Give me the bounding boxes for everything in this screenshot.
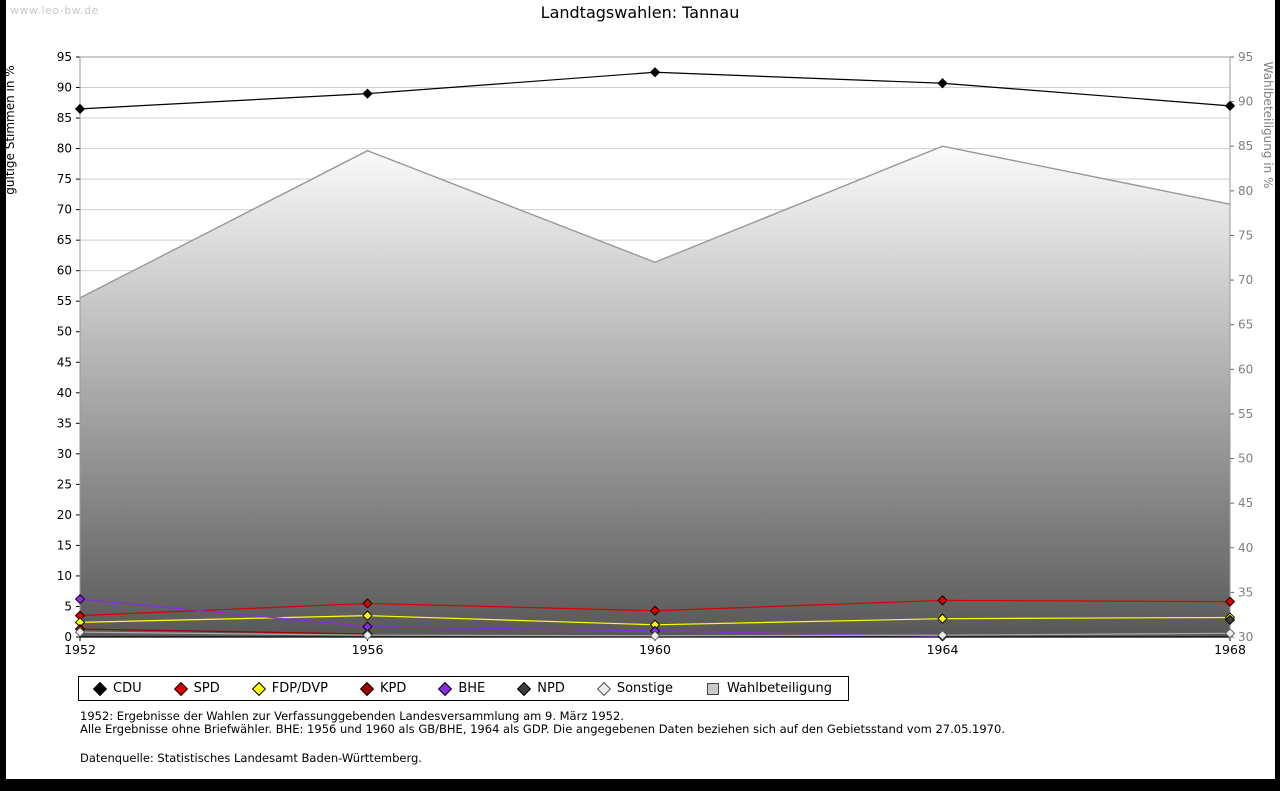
legend-item-fdp-dvp: FDP/DVP	[251, 681, 328, 696]
chart-title: Landtagswahlen: Tannau	[540, 3, 740, 22]
footnotes: 1952: Ergebnisse der Wahlen zur Verfassu…	[80, 710, 1005, 765]
svg-text:20: 20	[57, 508, 72, 522]
left-axis: 0 5 10 15 20 25 30 35 40 45 50 55 60 65 70 75 80 85 90 95	[57, 50, 80, 644]
svg-text:60: 60	[1238, 362, 1253, 376]
legend-item-sonstige: Sonstige	[596, 681, 674, 696]
svg-text:1964: 1964	[927, 642, 959, 657]
svg-text:40: 40	[57, 386, 72, 400]
svg-text:1952: 1952	[64, 642, 96, 657]
right-axis: 30 35 40 45 50 55 60 65 70 75 80 85 90 95	[1230, 50, 1253, 644]
legend-square-marker-icon	[707, 682, 720, 695]
svg-text:90: 90	[57, 81, 72, 95]
legend-diamond-marker-icon	[596, 681, 611, 696]
series-npd	[1224, 614, 1236, 626]
legend-diamond-marker-icon	[359, 681, 375, 696]
footnote-line: Alle Ergebnisse ohne Briefwähler. BHE: 1…	[80, 722, 1005, 736]
svg-text:45: 45	[1238, 496, 1253, 510]
series-sonstige	[74, 626, 1236, 641]
election-chart: 0510152025303540455055606570758085909530…	[3, 50, 1275, 657]
legend-label: Wahlbeteiligung	[727, 681, 833, 696]
turnout-area	[79, 145, 1231, 637]
svg-text:15: 15	[57, 538, 72, 552]
svg-text:0: 0	[64, 630, 72, 644]
legend-label: FDP/DVP	[271, 681, 328, 696]
legend-diamond-marker-icon	[173, 681, 188, 696]
x-axis: 1952 1956 1960 1964 1968	[64, 637, 1246, 657]
footnote-source: Datenquelle: Statistisches Landesamt Bad…	[80, 751, 422, 765]
legend-label: SPD	[193, 681, 220, 696]
legend-item-bhe: BHE	[438, 681, 486, 696]
legend-diamond-marker-icon	[92, 681, 108, 696]
svg-text:75: 75	[1238, 228, 1253, 242]
svg-text:90: 90	[1238, 95, 1253, 109]
svg-text:50: 50	[57, 325, 72, 339]
svg-text:95: 95	[57, 50, 72, 64]
svg-text:1960: 1960	[639, 642, 671, 657]
svg-text:5: 5	[64, 599, 72, 613]
legend-label: BHE	[458, 681, 486, 696]
legend-label: Sonstige	[616, 681, 674, 696]
svg-text:30: 30	[57, 447, 72, 461]
legend-label: KPD	[379, 681, 407, 696]
series-cdu	[74, 67, 1236, 115]
legend-diamond-marker-icon	[517, 681, 532, 696]
legend-item-npd: NPD	[517, 681, 565, 696]
legend: CDU SPD FDP/DVP KPD BHE NPD Sonstige Wahlbeteil…	[78, 676, 850, 701]
svg-text:25: 25	[57, 477, 72, 491]
svg-text:1956: 1956	[352, 642, 384, 657]
svg-text:65: 65	[1238, 318, 1253, 332]
legend-item-wahlbeteiligung: Wahlbeteiligung	[707, 681, 832, 696]
svg-text:30: 30	[1238, 630, 1253, 644]
legend-label: CDU	[113, 681, 142, 696]
svg-text:55: 55	[57, 294, 72, 308]
series-lines	[74, 67, 1236, 642]
svg-text:95: 95	[1238, 50, 1253, 64]
watermark: www.leo-bw.de	[10, 4, 99, 17]
right-axis-title: Wahlbeteiligung in %	[1261, 62, 1275, 189]
frame-left-border	[0, 0, 6, 791]
svg-text:70: 70	[57, 203, 72, 217]
footnote-line: 1952: Ergebnisse der Wahlen zur Verfassu…	[80, 709, 624, 723]
legend-diamond-marker-icon	[251, 681, 266, 696]
svg-text:45: 45	[57, 355, 72, 369]
svg-text:85: 85	[1238, 139, 1253, 153]
frame-right-border	[1275, 0, 1280, 791]
legend-item-cdu: CDU	[92, 681, 142, 696]
legend-item-spd: SPD	[173, 681, 220, 696]
svg-text:55: 55	[1238, 407, 1253, 421]
svg-text:60: 60	[57, 264, 72, 278]
legend-label: NPD	[537, 681, 565, 696]
legend-item-kpd: KPD	[359, 681, 407, 696]
svg-text:70: 70	[1238, 273, 1253, 287]
svg-text:85: 85	[57, 111, 72, 125]
svg-text:10: 10	[57, 569, 72, 583]
svg-text:80: 80	[1238, 184, 1253, 198]
svg-text:1968: 1968	[1214, 642, 1246, 657]
series-spd	[74, 595, 1236, 621]
svg-text:40: 40	[1238, 541, 1253, 555]
svg-text:35: 35	[1238, 585, 1253, 599]
frame-bottom-border	[0, 779, 1280, 791]
left-axis-title: gültige Stimmen in %	[3, 65, 17, 194]
svg-text:75: 75	[57, 172, 72, 186]
svg-text:35: 35	[57, 416, 72, 430]
svg-text:50: 50	[1238, 452, 1253, 466]
legend-diamond-marker-icon	[438, 681, 453, 696]
svg-text:80: 80	[57, 142, 72, 156]
svg-text:65: 65	[57, 233, 72, 247]
